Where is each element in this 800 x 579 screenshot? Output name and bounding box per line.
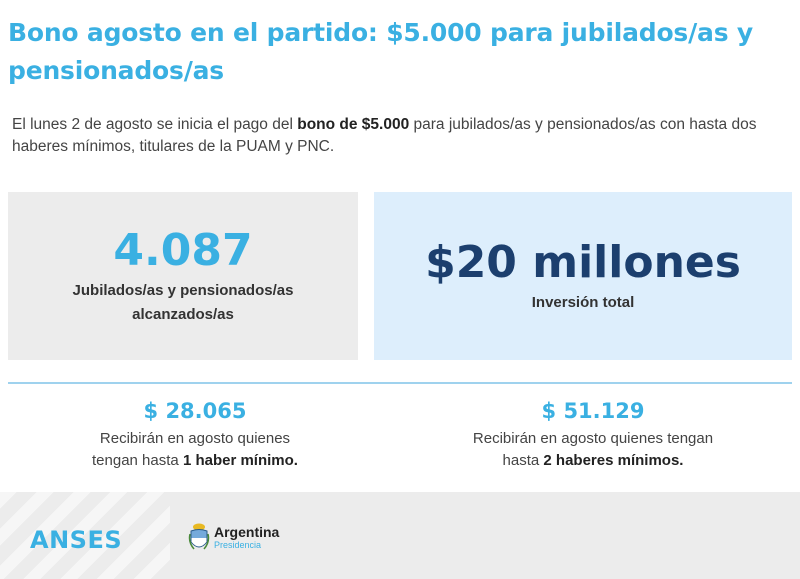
anses-logo: ANSES: [30, 526, 123, 554]
investment-value: $20 millones: [425, 237, 741, 288]
investment-stat-box: $20 millones Inversión total: [374, 192, 792, 360]
amount-two-haberes-line1: Recibirán en agosto quienes tengan: [472, 430, 714, 447]
intro-text-start: El lunes 2 de agosto se inicia el pago d…: [12, 116, 298, 133]
footer: ANSES Argentina Presidencia: [0, 492, 800, 579]
page-title: Bono agosto en el partido: $5.000 para j…: [8, 18, 753, 85]
argentina-name: Argentina: [214, 524, 280, 540]
reached-label: Jubilados/as y pensionados/as alcanzados…: [73, 279, 294, 327]
investment-label: Inversión total: [531, 294, 635, 311]
amount-one-haber-line2-text: tengan hasta: [92, 452, 183, 469]
reached-stat-box: 4.087 Jubilados/as y pensionados/as alca…: [8, 192, 358, 360]
amount-one-haber-line1: Recibirán en agosto quienes: [99, 430, 291, 447]
argentina-text: Argentina Presidencia: [214, 525, 279, 551]
amount-one-haber-value: $ 28.065: [143, 399, 247, 423]
section-divider: [8, 382, 792, 384]
footer-pattern: [0, 492, 170, 579]
reached-label-line1: Jubilados/as y pensionados/as: [72, 282, 294, 299]
reached-value: 4.087: [113, 225, 253, 276]
amount-two-haberes-line2-bold: 2 haberes mínimos.: [543, 452, 684, 469]
amount-one-haber: $ 28.065 Recibirán en agosto quienes ten…: [20, 396, 370, 472]
amount-one-haber-line2: tengan hasta 1 haber mínimo.: [20, 450, 370, 472]
argentina-sub: Presidencia: [214, 540, 262, 550]
amount-one-haber-line2-bold: 1 haber mínimo.: [182, 452, 298, 469]
amount-two-haberes-value: $ 51.129: [541, 399, 645, 423]
reached-label-line2: alcanzados/as: [132, 306, 234, 323]
amount-one-haber-description: Recibirán en agosto quienes tengan hasta…: [20, 428, 370, 472]
amount-two-haberes: $ 51.129 Recibirán en agosto quienes ten…: [418, 396, 768, 472]
argentina-presidencia-logo: Argentina Presidencia: [188, 522, 279, 554]
amount-two-haberes-line2-text: hasta: [502, 452, 544, 469]
amount-two-haberes-line2: hasta 2 haberes mínimos.: [418, 450, 768, 472]
intro-text-end: para jubilados/as y pensionados/as con h…: [12, 116, 757, 155]
amount-two-haberes-description: Recibirán en agosto quienes tengan hasta…: [418, 428, 768, 472]
coat-of-arms-icon: [188, 523, 210, 550]
intro-paragraph: El lunes 2 de agosto se inicia el pago d…: [12, 114, 792, 158]
intro-text-bold: bono de $5.000: [297, 116, 410, 133]
